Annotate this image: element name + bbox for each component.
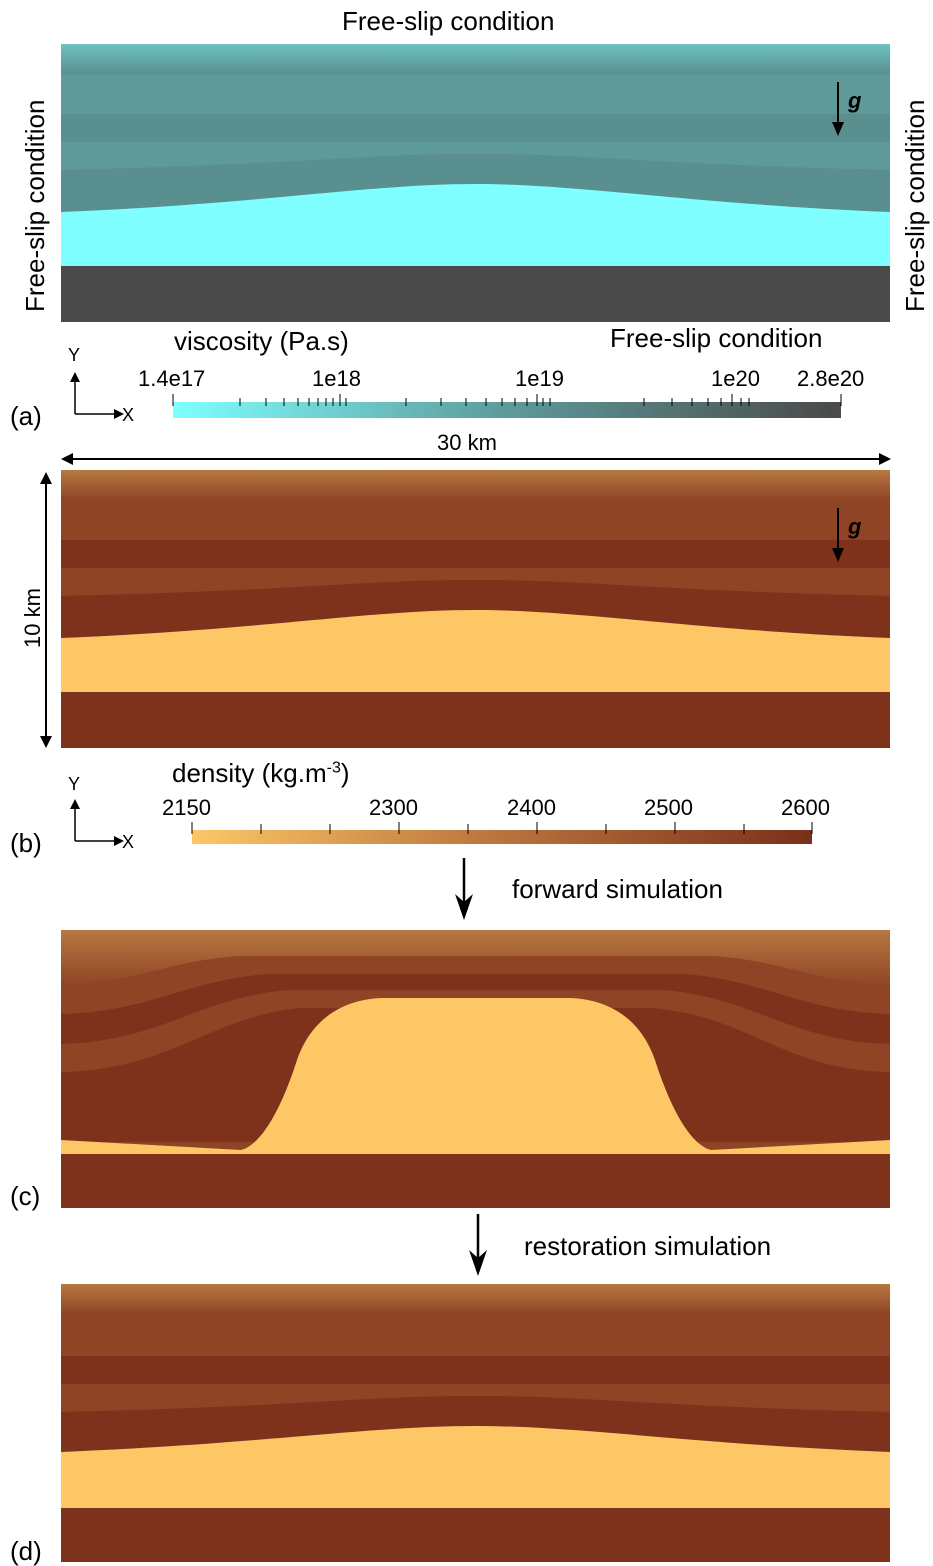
density-forward-panel: [61, 930, 890, 1208]
panel-label-b: (b): [10, 828, 42, 858]
visc-tick-5: 2.8e20: [797, 366, 865, 391]
height-dimension-label: 10 km: [20, 588, 45, 648]
viscosity-colorbar: [172, 394, 842, 418]
colorbar-title-density: density (kg.m-3): [172, 760, 350, 786]
axes-indicator-b: [70, 799, 124, 846]
forward-arrow: [455, 858, 473, 920]
salt-diapir-c: [61, 998, 890, 1154]
salt-layer-d: [61, 1426, 890, 1508]
gravity-arrow-a: [832, 82, 844, 136]
density-title-sup: -3: [326, 759, 341, 777]
basement-a: [61, 266, 890, 322]
right-boundary-label: Free-slip condition: [900, 99, 930, 312]
salt-layer-a: [61, 184, 890, 266]
axis-y-label-a: Y: [68, 345, 81, 365]
density-colorbar: [191, 822, 813, 844]
density-initial-panel: g: [61, 470, 890, 748]
height-dimension-arrow: [40, 472, 52, 748]
viscosity-model-panel: g: [61, 44, 890, 322]
forward-simulation-label: forward simulation: [512, 874, 723, 904]
salt-layer-b: [61, 610, 890, 692]
restoration-arrow: [469, 1214, 487, 1276]
axis-y-label-b: Y: [68, 774, 81, 794]
density-initial-layers: [61, 470, 890, 748]
panel-label-d: (d): [10, 1536, 42, 1566]
density-title-end: ): [340, 758, 350, 788]
gravity-label-a: g: [848, 88, 862, 113]
visc-tick-1: 1.4e17: [138, 366, 206, 391]
dens-tick-3: 2400: [507, 795, 556, 820]
density-forward-layers: [61, 930, 890, 1208]
viscosity-layers: [61, 44, 890, 322]
gravity-arrow-b: [832, 508, 844, 562]
axes-indicator-a: [70, 372, 124, 419]
panel-label-a: (a): [10, 401, 42, 431]
gravity-label-b: g: [848, 514, 862, 539]
top-boundary-label: Free-slip condition: [342, 6, 555, 36]
bottom-boundary-label: Free-slip condition: [610, 323, 823, 353]
visc-tick-2: 1e18: [312, 366, 361, 391]
restoration-simulation-label: restoration simulation: [524, 1231, 772, 1261]
visc-tick-4: 1e20: [711, 366, 760, 391]
dens-tick-5: 2600: [781, 795, 830, 820]
basement-d: [61, 1508, 890, 1562]
width-dimension-arrow: [61, 453, 891, 465]
axis-x-label-b: X: [122, 832, 135, 852]
dens-tick-1: 2150: [162, 795, 211, 820]
dens-tick-4: 2500: [644, 795, 693, 820]
width-dimension-label: 30 km: [437, 430, 497, 455]
density-restored-panel: [61, 1284, 890, 1562]
dens-tick-2: 2300: [369, 795, 418, 820]
density-title-main: density (kg.m: [172, 758, 327, 788]
basement-c: [61, 1154, 890, 1208]
density-restored-layers: [61, 1284, 890, 1562]
basement-b: [61, 692, 890, 748]
colorbar-title-viscosity: viscosity (Pa.s): [174, 326, 349, 356]
left-boundary-label: Free-slip condition: [20, 99, 50, 312]
panel-label-c: (c): [10, 1181, 41, 1211]
axis-x-label-a: X: [122, 405, 135, 425]
visc-tick-3: 1e19: [515, 366, 564, 391]
